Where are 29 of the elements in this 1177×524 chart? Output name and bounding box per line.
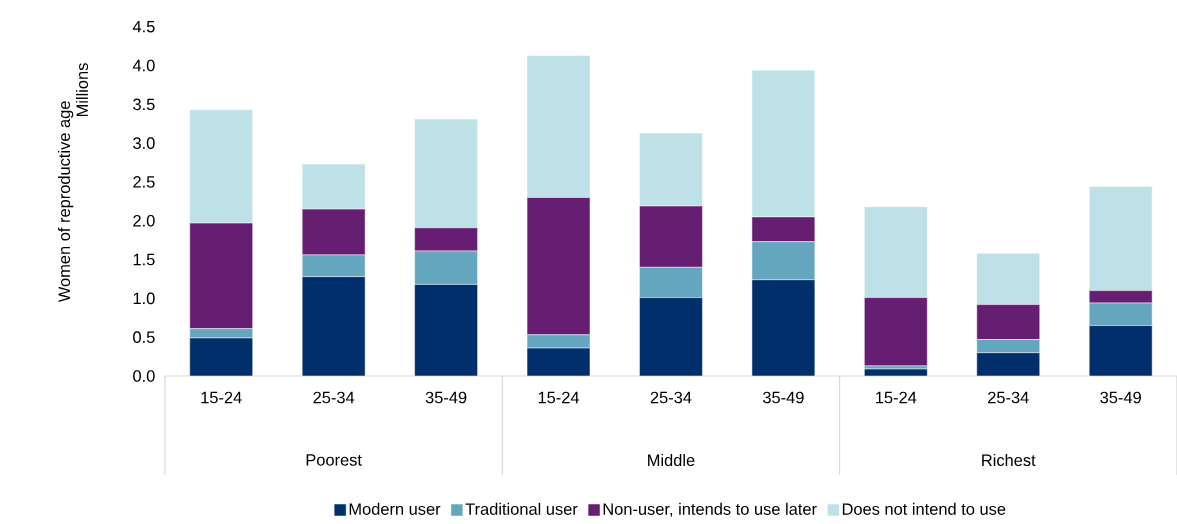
y-tick-label: 0.5	[133, 331, 155, 343]
text: Poorest	[306, 454, 362, 466]
x-tick-label: 25-34	[313, 391, 355, 404]
legend-label: Traditional user	[465, 502, 578, 515]
text: Middle	[648, 453, 695, 467]
y-tick-label: 2.5	[133, 176, 155, 188]
text: Richest	[982, 453, 1036, 467]
y-tick-label: 4.0	[132, 59, 155, 72]
bar	[864, 368, 928, 377]
y-tick-label: 0.0	[133, 370, 155, 382]
legend-label: Modern user	[349, 502, 441, 515]
text: Millions	[75, 63, 89, 117]
x-tick-label: 35-49	[762, 391, 804, 404]
y-tick-label: 1.5	[133, 253, 155, 266]
legend-label: Does not intend to use	[842, 502, 1006, 515]
y-tick-label: 2.0	[133, 214, 155, 227]
x-tick-label: 15-24	[876, 391, 917, 404]
x-tick-label: 25-34	[988, 391, 1029, 404]
x-tick-label: 15-24	[538, 391, 580, 404]
x-tick-label: 15-24	[201, 391, 242, 404]
y-tick-label: 4.5	[132, 20, 155, 33]
legend-label: Non-user, intends to use later	[603, 502, 817, 517]
x-tick-label: 25-34	[650, 391, 692, 404]
y-tick-label: 3.0	[133, 137, 155, 149]
y-tick-label: 3.5	[133, 98, 155, 111]
x-tick-label: 35-49	[1100, 391, 1141, 404]
x-tick-label: 35-49	[425, 391, 467, 404]
y-tick-label: 1.0	[133, 292, 155, 305]
y-axis-title: Women of reproductive age	[58, 101, 74, 303]
